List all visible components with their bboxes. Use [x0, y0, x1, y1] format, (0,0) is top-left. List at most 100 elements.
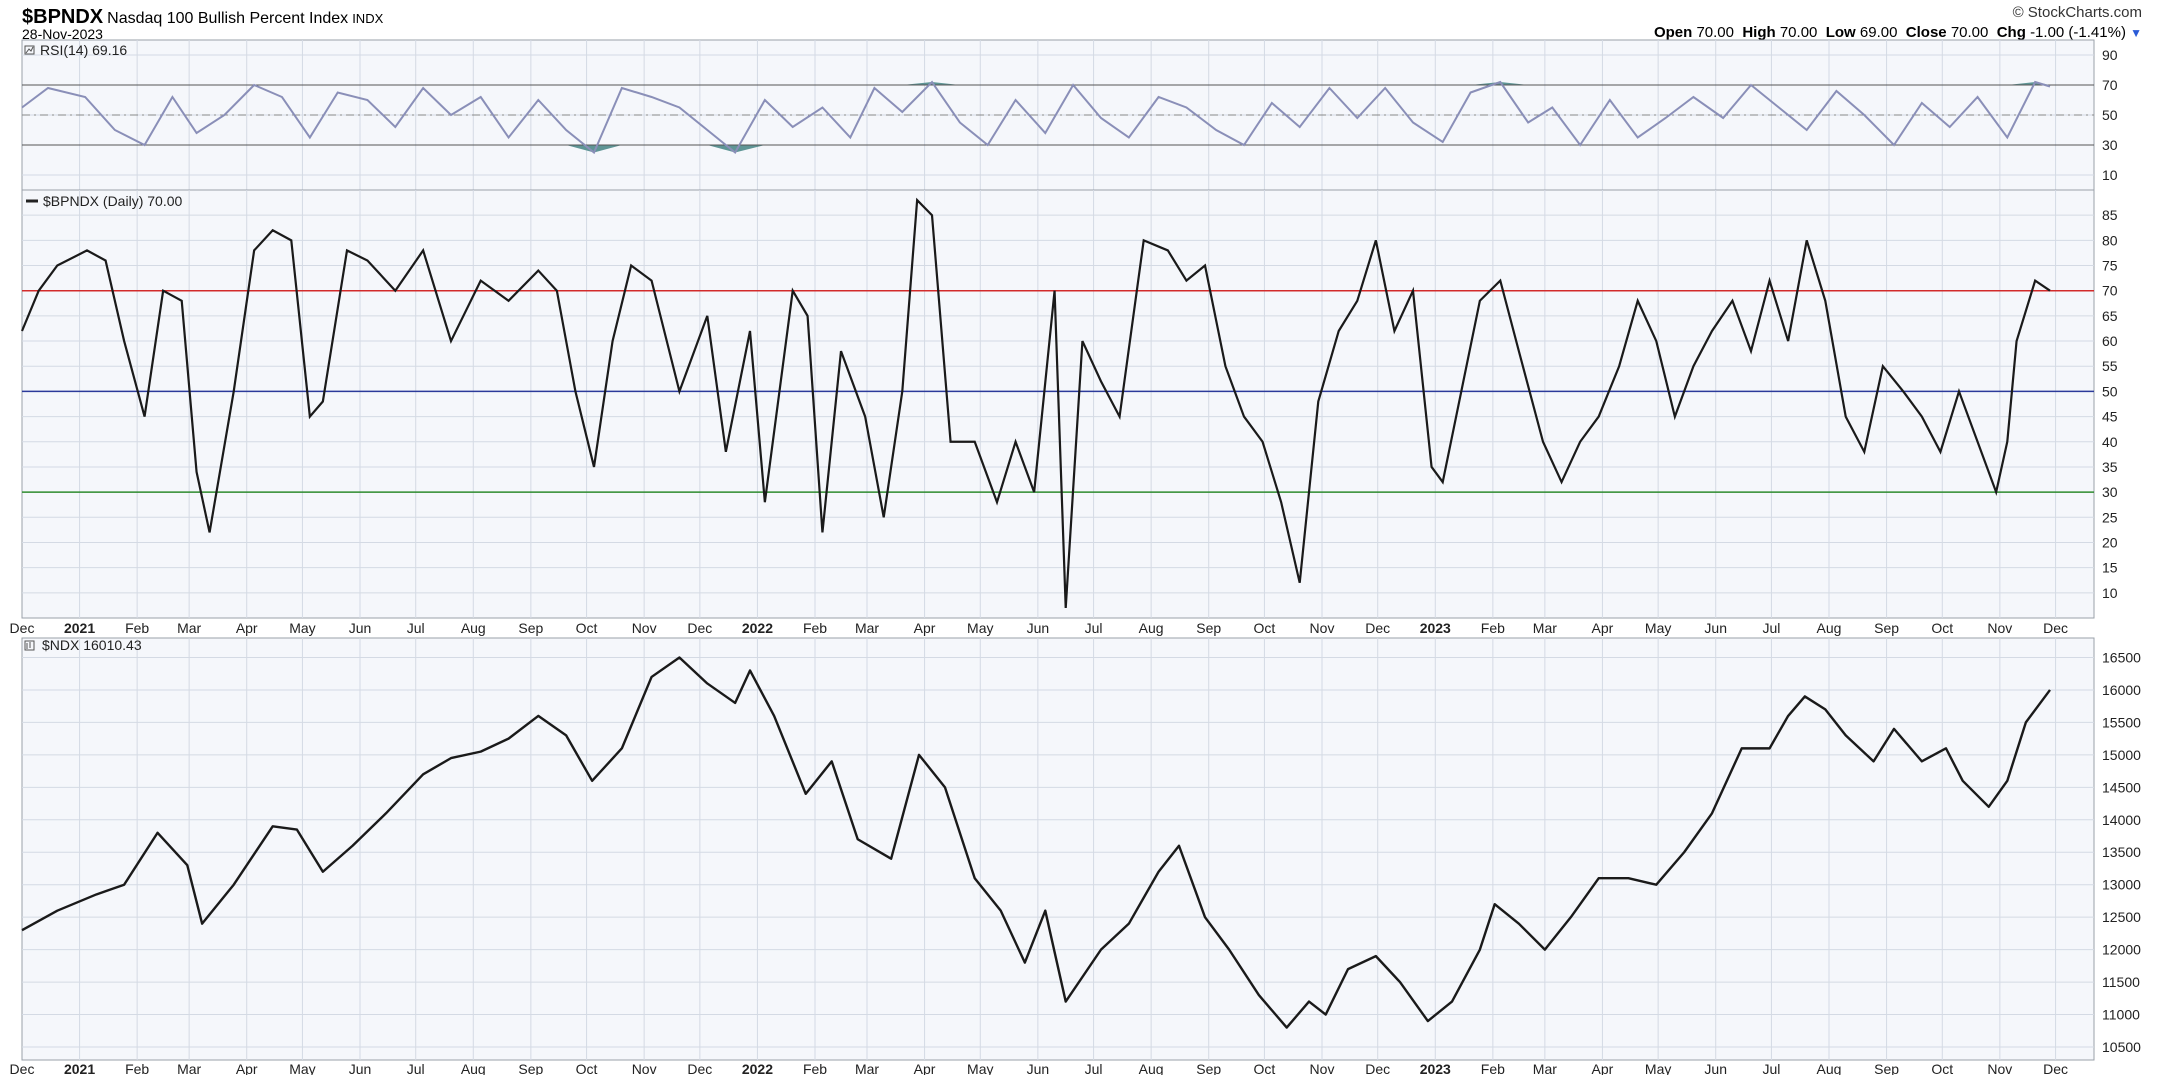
ndx-tick-label: 10500: [2102, 1039, 2141, 1055]
rsi-tick-label: 90: [2102, 47, 2118, 63]
bp-tick-label: 75: [2102, 258, 2118, 274]
mid-axis-label: Mar: [1533, 620, 1557, 636]
date-axis-bottom: Dec 2021 Feb Mar Apr May Jun Jul Aug Sep Oct Nov Dec…: [10, 1061, 2068, 1075]
bp-tick-label: 55: [2102, 358, 2118, 374]
mid-axis-label: Aug: [1139, 620, 1164, 636]
open-value: 70.00: [1696, 24, 1734, 41]
mid-axis-label: Dec: [687, 620, 712, 636]
mid-axis-label: Jun: [1027, 620, 1050, 636]
close-value: 70.00: [1950, 24, 1989, 41]
rsi-legend-label: RSI(14) 69.16: [40, 42, 127, 58]
mid-axis-label: Nov: [1310, 620, 1335, 636]
symbol-name: Nasdaq 100 Bullish Percent Index: [107, 10, 349, 27]
bot-axis-label: Nov: [632, 1061, 657, 1075]
ndx-frame: [21, 637, 2095, 1061]
bot-axis-label: Feb: [1481, 1061, 1505, 1075]
mid-axis-label: May: [289, 620, 315, 636]
mid-axis-label: Feb: [1481, 620, 1505, 636]
bp-tick-label: 45: [2102, 409, 2118, 425]
mid-axis-label: Dec: [2043, 620, 2068, 636]
mid-axis-label: Apr: [1592, 620, 1614, 636]
bot-axis-label: Oct: [1931, 1061, 1953, 1075]
mid-axis-label: Jul: [1085, 620, 1103, 636]
bp-legend: $BPNDX (Daily) 70.00: [26, 193, 182, 209]
bot-axis-label: Sep: [518, 1061, 543, 1075]
ndx-tick-label: 16500: [2102, 649, 2141, 665]
bot-axis-label: Mar: [177, 1061, 201, 1075]
ndx-tick-label: 12500: [2102, 909, 2141, 925]
mid-axis-label: Mar: [855, 620, 879, 636]
close-label: Close: [1905, 24, 1947, 41]
mid-axis-label: Dec: [10, 620, 35, 636]
mid-axis-label: 2022: [742, 620, 773, 636]
mid-axis-label: May: [967, 620, 993, 636]
bot-axis-label: Apr: [236, 1061, 258, 1075]
ndx-legend-label: $NDX 16010.43: [42, 637, 142, 653]
low-label: Low: [1825, 24, 1856, 41]
bot-axis-label: May: [289, 1061, 315, 1075]
chevron-down-icon[interactable]: ▼: [2130, 26, 2142, 40]
bot-axis-label: 2021: [64, 1061, 95, 1075]
bp-tick-label: 30: [2102, 484, 2118, 500]
bot-axis-label: Mar: [855, 1061, 879, 1075]
mid-axis-label: Jun: [349, 620, 372, 636]
bot-axis-label: Jun: [349, 1061, 372, 1075]
bot-axis-label: Feb: [125, 1061, 149, 1075]
mid-axis-label: Sep: [518, 620, 543, 636]
exchange: INDX: [352, 11, 384, 26]
mid-axis-label: Sep: [1196, 620, 1221, 636]
chg-label: Chg: [1996, 24, 2026, 41]
rsi-tick-label: 50: [2102, 107, 2118, 123]
bp-tick-label: 70: [2102, 283, 2118, 299]
mid-axis-label: Aug: [461, 620, 486, 636]
ndx-tick-label: 15000: [2102, 747, 2141, 763]
bp-tick-label: 40: [2102, 434, 2118, 450]
chart-title: $BPNDX Nasdaq 100 Bullish Percent Index IN…: [22, 6, 383, 29]
bp-tick-label: 60: [2102, 333, 2118, 349]
low-value: 69.00: [1859, 24, 1898, 41]
mid-axis-label: Sep: [1874, 620, 1899, 636]
mid-axis-label: Nov: [632, 620, 657, 636]
mid-axis-label: Feb: [125, 620, 149, 636]
ndx-tick-label: 14500: [2102, 779, 2141, 795]
bp-tick-label: 15: [2102, 560, 2118, 576]
bot-axis-label: Aug: [1139, 1061, 1164, 1075]
bpndx-panel: 10 15 20 25 30 35 40 45 50 55 60 65 70 75 80 85: [20, 189, 2118, 619]
mid-axis-label: Aug: [1817, 620, 1842, 636]
bpndx-line: [20, 197, 2051, 608]
rsi-legend: RSI(14) 69.16: [24, 42, 127, 58]
bp-tick-label: 25: [2102, 509, 2118, 525]
bot-axis-label: 2022: [742, 1061, 773, 1075]
rsi-tick-label: 10: [2102, 167, 2118, 183]
bot-axis-label: Aug: [461, 1061, 486, 1075]
ndx-tick-label: 13000: [2102, 877, 2141, 893]
bot-axis-label: Dec: [687, 1061, 712, 1075]
ndx-tick-label: 12000: [2102, 942, 2141, 958]
bot-axis-label: Nov: [1987, 1061, 2012, 1075]
chart-date: 28-Nov-2023: [22, 26, 103, 42]
ndx-panel: 10500 11000 11500 12000 12500 13000 13500 14000…: [21, 637, 2141, 1061]
mid-axis-label: Apr: [236, 620, 258, 636]
bot-axis-label: Jun: [1704, 1061, 1727, 1075]
mid-axis-label: Oct: [576, 620, 598, 636]
bot-axis-label: Mar: [1533, 1061, 1557, 1075]
bp-legend-label: $BPNDX (Daily) 70.00: [43, 193, 182, 209]
mid-axis-label: Apr: [914, 620, 936, 636]
ndx-price-line: [21, 656, 2051, 1029]
rsi-line: [21, 80, 2051, 155]
bot-axis-label: May: [1645, 1061, 1671, 1075]
mid-axis-label: Nov: [1987, 620, 2012, 636]
brand-watermark: © StockCharts.com: [2012, 4, 2142, 21]
rsi-tick-label: 70: [2102, 77, 2118, 93]
bp-tick-label: 20: [2102, 534, 2118, 550]
panel-legends: RSI(14) 69.16 $BPNDX (Daily) 70.00 $NDX …: [24, 42, 182, 653]
ndx-tick-label: 16000: [2102, 682, 2141, 698]
bot-axis-label: Jul: [1085, 1061, 1103, 1075]
high-label: High: [1742, 24, 1776, 41]
bot-axis-label: Aug: [1817, 1061, 1842, 1075]
rsi-panel: 10 30 50 70 90: [21, 39, 2118, 191]
ndx-tick-label: 11000: [2102, 1007, 2140, 1023]
bp-tick-label: 65: [2102, 308, 2118, 324]
mid-axis-label: 2021: [64, 620, 95, 636]
